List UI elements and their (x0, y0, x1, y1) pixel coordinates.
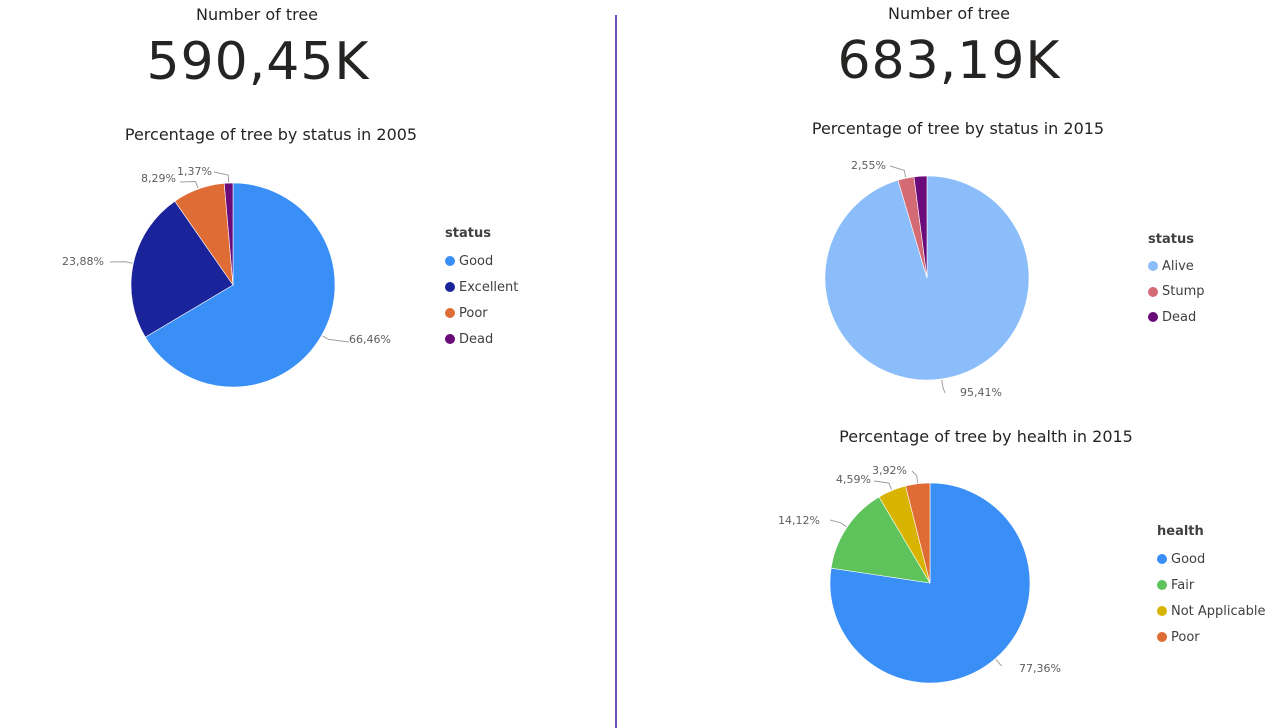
data-label-excellent: 23,88% (62, 255, 104, 268)
data-label-dead: 1,37% (177, 165, 212, 178)
legend-marker (445, 334, 455, 344)
legend-label: Poor (1171, 629, 1200, 645)
data-label-poor: 8,29% (141, 172, 176, 185)
pie-chart-health-2015[interactable]: 77,36% 14,12% 4,59%3,92% (760, 455, 1100, 695)
chart-title-status-2005: Percentage of tree by status in 2005 (124, 125, 418, 144)
legend-item-stump[interactable]: Stump (1148, 279, 1205, 305)
legend-label: Alive (1162, 258, 1194, 274)
legend-marker (1148, 261, 1158, 272)
leader-line-poor (179, 180, 199, 189)
legend-marker (445, 256, 455, 266)
legend-item-not-applicable[interactable]: Not Applicable (1157, 598, 1266, 624)
leader-line-poor (911, 470, 919, 483)
legend-marker (1148, 312, 1158, 323)
legend-label: Dead (459, 331, 494, 347)
pie-chart-status-2015[interactable]: 95,41% 2,55% (780, 150, 1120, 405)
legend-status-2015: status Alive Stump Dead (1148, 232, 1205, 330)
leader-line-stump (889, 165, 907, 178)
legend-marker (1148, 286, 1158, 297)
legend-item-fair[interactable]: Fair (1157, 572, 1266, 598)
left-card-value: 590,45K (146, 32, 370, 92)
chart-title-status-2015: Percentage of tree by status in 2015 (811, 119, 1105, 138)
legend-health-2015: health Good Fair Not Applicable Poor (1157, 524, 1266, 650)
data-label-poor: 3,92% (872, 464, 907, 477)
legend-item-poor[interactable]: Poor (445, 300, 518, 326)
legend-title: status (445, 226, 491, 241)
pie-slice-fair[interactable] (830, 496, 931, 584)
leader-line-good (322, 335, 350, 343)
leader-line-excellent (109, 261, 133, 264)
leader-line-good (995, 659, 1003, 667)
data-label-good: 77,36% (1019, 662, 1061, 675)
legend-item-good[interactable]: Good (445, 248, 518, 274)
legend-label: Good (459, 253, 494, 269)
legend-item-alive[interactable]: Alive (1148, 254, 1205, 280)
legend-item-poor[interactable]: Poor (1157, 624, 1266, 650)
legend-label: Stump (1162, 284, 1205, 300)
legend-label: Not Applicable (1171, 603, 1266, 619)
legend-title: status (1148, 232, 1194, 247)
legend-label: Dead (1162, 309, 1197, 325)
legend-item-excellent[interactable]: Excellent (445, 274, 518, 300)
pie-slice-dead[interactable] (913, 175, 928, 279)
right-card-label: Number of tree (887, 4, 1011, 23)
pie-slice-poor[interactable] (905, 482, 931, 584)
legend-label: Fair (1171, 577, 1195, 593)
legend-marker (445, 282, 455, 292)
legend-label: Good (1171, 551, 1206, 567)
legend-marker (1157, 580, 1167, 590)
right-card-value: 683,19K (837, 31, 1061, 91)
legend-marker (1157, 554, 1167, 564)
data-label-alive: 95,41% (960, 386, 1002, 399)
chart-title-health-2015: Percentage of tree by health in 2015 (839, 427, 1133, 446)
data-label-good: 66,46% (349, 333, 391, 346)
legend-marker (445, 308, 455, 318)
section-divider (615, 15, 617, 728)
legend-item-dead[interactable]: Dead (1148, 305, 1205, 331)
legend-label: Poor (459, 305, 488, 321)
pie-slice-good[interactable] (144, 182, 336, 388)
data-label-fair: 14,12% (778, 514, 820, 527)
legend-marker (1157, 606, 1167, 616)
leader-line-dead (213, 171, 230, 183)
leader-line-fair (829, 519, 847, 528)
legend-item-good[interactable]: Good (1157, 546, 1266, 572)
left-card-label: Number of tree (195, 5, 319, 24)
legend-label: Excellent (459, 279, 519, 295)
leader-line-alive (941, 379, 946, 394)
pie-slice-dead[interactable] (223, 182, 234, 286)
leader-line-not-applicable (873, 480, 893, 490)
pie-chart-status-2005[interactable]: 66,46% 23,88% 8,29%1,37% (40, 155, 420, 405)
legend-title: health (1157, 524, 1204, 539)
legend-marker (1157, 632, 1167, 642)
data-label-not-applicable: 4,59% (836, 473, 871, 486)
legend-status-2005: status Good Excellent Poor Dead (445, 226, 518, 352)
pie-slice-excellent[interactable] (130, 200, 234, 338)
legend-item-dead[interactable]: Dead (445, 326, 518, 352)
data-label-stump: 2,55% (851, 159, 886, 172)
